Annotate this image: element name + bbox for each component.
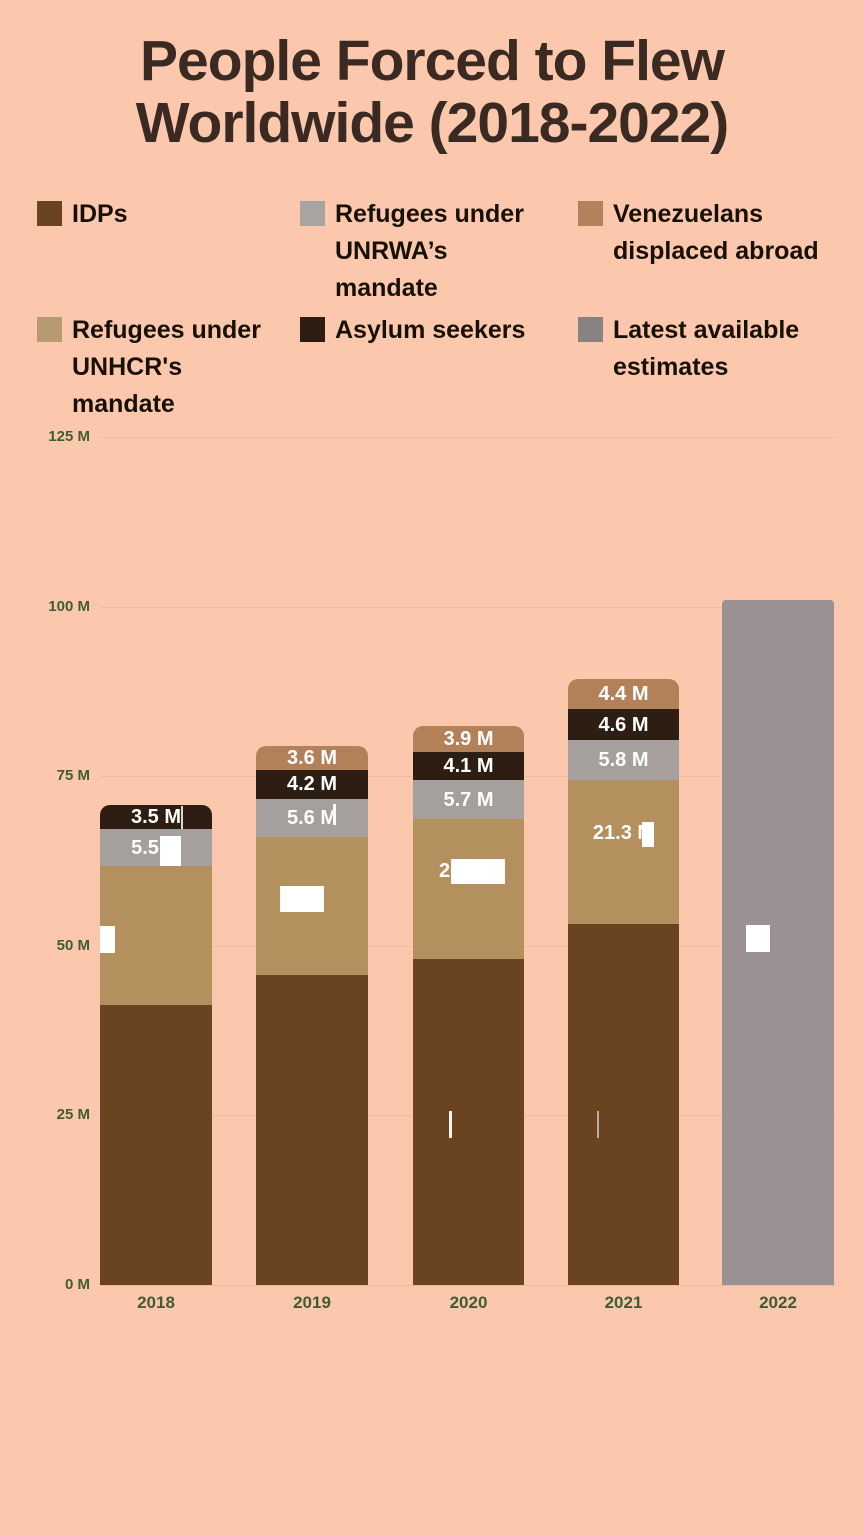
venezuelans-legend-label: Venezuelans displaced abroad <box>613 200 819 265</box>
y-axis-tick-label-25m: 25 M <box>56 1106 90 1124</box>
bar-2020-segment-unrwa <box>413 780 524 819</box>
latest-legend-swatch <box>578 317 603 342</box>
idps-legend-swatch <box>37 201 62 226</box>
redaction-box-5 <box>642 822 654 847</box>
bar-2020-segment-unhcr <box>413 818 524 960</box>
bar-2021-segment-unrwa <box>568 740 679 780</box>
unhcr-legend-swatch <box>37 317 62 342</box>
x-axis-tick-label-2018: 2018 <box>137 1293 175 1312</box>
legend-item-venezuelans: Venezuelans displaced abroad <box>578 196 826 270</box>
unrwa-legend-swatch <box>300 201 325 226</box>
text-cursor-artifact-4 <box>597 1111 599 1138</box>
gridline-0m <box>100 1285 836 1286</box>
y-axis-tick-label-100m: 100 M <box>48 597 90 615</box>
unhcr-legend-label: Refugees under UNHCR's mandate <box>72 316 261 418</box>
legend-item-latest: Latest available estimates <box>578 312 826 386</box>
y-axis-tick-label-50m: 50 M <box>56 936 90 954</box>
page-title: People Forced to Flew Worldwide (2018-20… <box>0 30 864 154</box>
y-axis-tick-label-0m: 0 M <box>64 1276 90 1293</box>
legend-item-unhcr: Refugees under UNHCR's mandate <box>37 312 277 423</box>
legend-item-idps: IDPs <box>37 196 277 233</box>
bar-2020-unhcr-value-label: 2 <box>438 860 451 883</box>
bar-2021-venezuelans-value-label: 4.4 M <box>598 683 649 706</box>
y-axis-tick-label-75m: 75 M <box>56 767 90 785</box>
bar-2019-asylum-value-label: 4.2 M <box>286 773 338 796</box>
redaction-box-4 <box>451 859 505 884</box>
asylum-legend-swatch <box>300 317 325 342</box>
bar-2021: 21.3 M 5.8 M 4.6 M 4.4 M <box>568 679 679 1285</box>
gridline-100m <box>100 606 836 608</box>
x-axis-tick-label-2021: 2021 <box>604 1293 643 1312</box>
text-cursor-artifact-2 <box>333 804 336 825</box>
gridline-125m <box>100 437 836 438</box>
redaction-box-3 <box>280 886 324 912</box>
legend-item-unrwa: Refugees under UNRWA’s mandate <box>300 196 540 307</box>
latest-legend-label: Latest available estimates <box>613 316 800 381</box>
bar-2019-segment-unrwa <box>256 798 368 837</box>
bar-2021-segment-idps <box>568 924 679 1285</box>
bar-2018-segment-unhcr <box>100 866 212 1005</box>
bar-2019-segment-asylum <box>256 770 368 799</box>
redaction-box-2 <box>100 926 115 953</box>
bar-2020-segment-venezuelans <box>413 725 524 753</box>
redaction-box-6 <box>746 925 770 952</box>
bar-2019-unrwa-value-label: 5.6 M <box>286 806 338 829</box>
idps-legend-label: IDPs <box>72 200 128 228</box>
bar-2021-segment-venezuelans <box>568 679 679 710</box>
bar-2020-unrwa-value-label: 5.7 M <box>443 788 494 811</box>
text-cursor-artifact-1 <box>181 806 183 829</box>
bar-2021-segment-unhcr <box>568 779 679 925</box>
x-axis-tick-label-2022: 2022 <box>759 1293 797 1312</box>
bar-2022-segment-latest <box>722 599 834 1285</box>
bar-2018-segment-idps <box>100 1004 212 1285</box>
page-title-line-2: Worldwide (2018-2022) <box>135 91 730 155</box>
x-axis-tick-label-2019: 2019 <box>293 1293 331 1312</box>
asylum-legend-label: Asylum seekers <box>335 316 526 344</box>
bar-2018-unrwa-value-label: 5.5 <box>131 836 159 859</box>
text-cursor-artifact-3 <box>449 1111 452 1138</box>
bar-2020: 2 5.7 M 4.1 M 3.9 M <box>413 725 524 1285</box>
bar-2019-segment-venezuelans <box>256 745 368 771</box>
bar-2020-venezuelans-value-label: 3.9 M <box>443 728 494 751</box>
bar-2021-unhcr-value-label: 21.3 M <box>592 821 655 844</box>
bar-2021-unrwa-value-label: 5.8 M <box>598 748 649 771</box>
page-title-line-1: People Forced to Flew <box>140 29 725 93</box>
bar-2021-segment-asylum <box>568 709 679 741</box>
bar-2019: 5.6 M 4.2 M 3.6 M <box>256 745 368 1285</box>
venezuelans-legend-swatch <box>578 201 603 226</box>
bar-2018: 5.5 3.5 M <box>100 805 212 1285</box>
bar-2020-asylum-value-label: 4.1 M <box>443 755 494 778</box>
x-axis-tick-label-2020: 2020 <box>449 1293 488 1312</box>
bar-2021-asylum-value-label: 4.6 M <box>598 713 649 736</box>
bar-2019-venezuelans-value-label: 3.6 M <box>286 746 338 769</box>
bar-2020-segment-idps <box>413 959 524 1285</box>
bar-2022 <box>722 599 834 1285</box>
bar-2018-segment-unrwa <box>100 829 212 867</box>
bar-2019-segment-idps <box>256 974 368 1285</box>
legend-item-asylum: Asylum seekers <box>300 312 540 349</box>
unrwa-legend-label: Refugees under UNRWA’s mandate <box>335 200 524 302</box>
bar-2020-segment-asylum <box>413 752 524 781</box>
bar-2018-asylum-value-label: 3.5 M <box>130 806 182 829</box>
bar-2018-segment-asylum <box>100 805 212 830</box>
redaction-box-1 <box>160 836 181 866</box>
y-axis-tick-label-125m: 125 M <box>48 428 90 445</box>
